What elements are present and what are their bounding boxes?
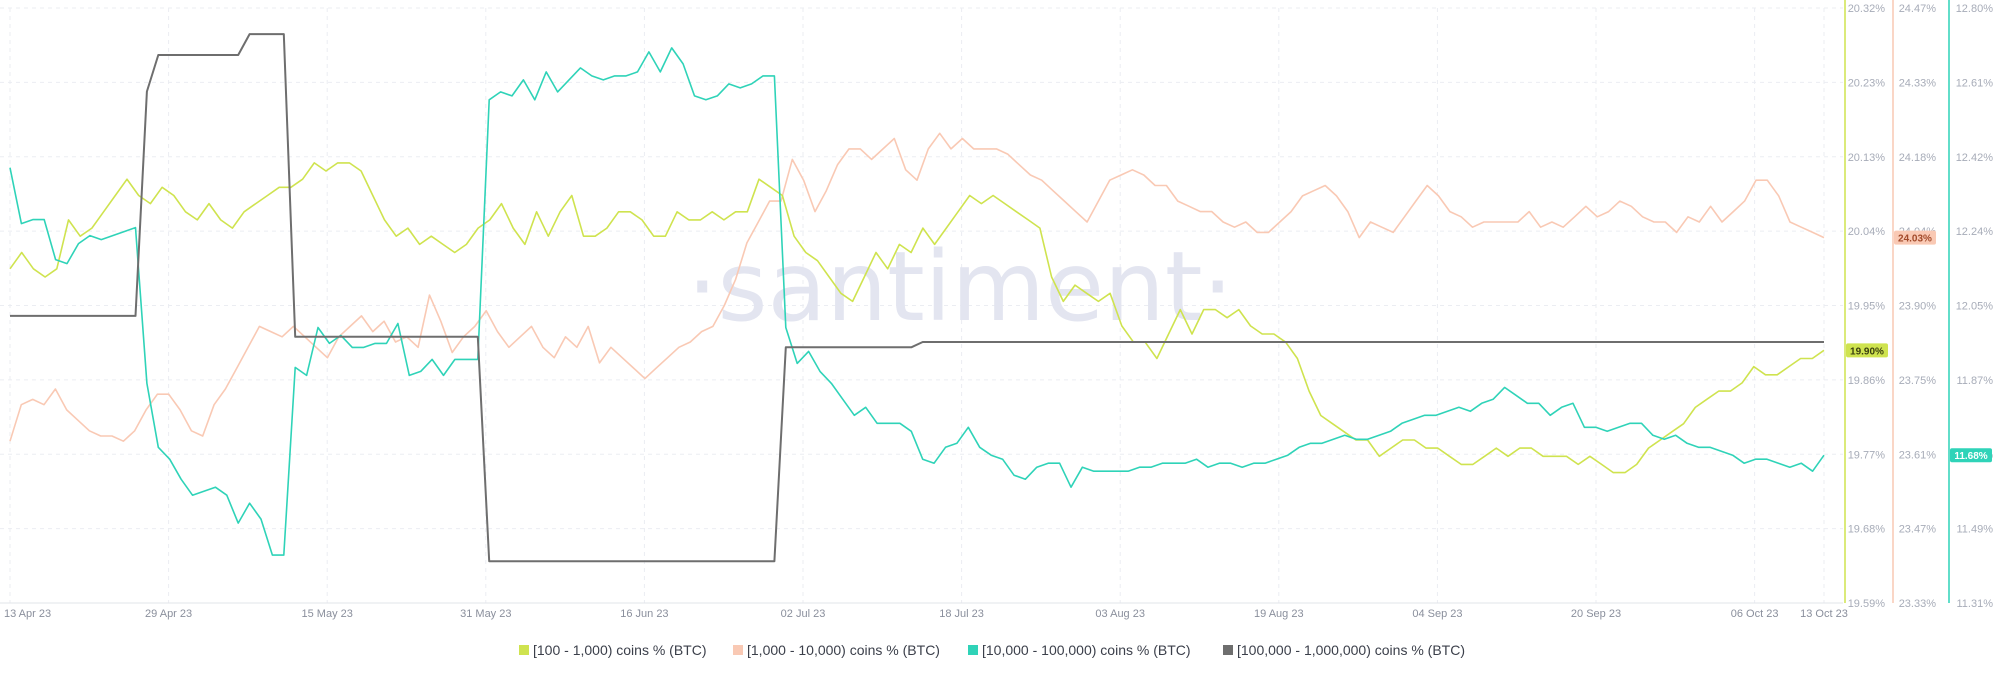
last-value-badges: 19.90% 24.03% 11.68% [1846, 230, 1992, 463]
legend-swatch [1223, 645, 1233, 655]
y-tick-label: 11.87% [1957, 375, 1994, 387]
y-tick-label: 19.77% [1848, 449, 1886, 461]
series-lines [9, 33, 1825, 563]
x-tick-label: 06 Oct 23 [1731, 608, 1779, 620]
x-tick-label: 04 Sep 23 [1412, 608, 1462, 620]
value-badge [1950, 448, 1992, 463]
x-tick-label: 16 Jun 23 [620, 608, 668, 620]
series-line [9, 132, 1825, 443]
x-tick-label: 19 Aug 23 [1254, 608, 1304, 620]
legend-swatch [519, 645, 529, 655]
value-badge-label: 11.68% [1954, 451, 1987, 462]
y-tick-label: 23.90% [1899, 301, 1937, 313]
y-tick-label: 12.61% [1956, 77, 1994, 89]
y-tick-label: 19.95% [1848, 301, 1886, 313]
x-tick-label: 18 Jul 23 [939, 608, 984, 620]
y-tick-label: 12.42% [1956, 152, 1994, 164]
y-tick-label: 23.47% [1899, 524, 1937, 536]
y-tick-label: 23.75% [1899, 375, 1937, 387]
y-tick-label: 19.68% [1848, 524, 1886, 536]
series-line [9, 162, 1825, 474]
y-tick-label: 24.33% [1899, 77, 1937, 89]
legend-item-label[interactable]: [10,000 - 100,000) coins % (BTC) [982, 642, 1191, 658]
series-line [10, 33, 1824, 563]
value-badge [1894, 230, 1936, 245]
watermark: ·santiment· [687, 231, 1233, 343]
legend-item-label[interactable]: [100 - 1,000) coins % (BTC) [533, 642, 707, 658]
series-line [9, 47, 1825, 556]
y-tick-label: 11.49% [1957, 524, 1994, 536]
x-tick-label: 13 Oct 23 [1800, 608, 1848, 620]
legend-item-label[interactable]: [1,000 - 10,000) coins % (BTC) [747, 642, 940, 658]
y-tick-label: 19.59% [1848, 598, 1886, 610]
y-axes: 20.32% 20.23% 20.13% 20.04% 19.95% 19.86% 19.7… [1844, 0, 1994, 610]
x-tick-label: 29 Apr 23 [145, 608, 192, 620]
x-axis: 13 Apr 23 29 Apr 23 15 May 23 31 May 23 16 J… [0, 602, 1848, 620]
x-tick-label: 02 Jul 23 [781, 608, 826, 620]
y-tick-label: 23.33% [1899, 598, 1937, 610]
x-tick-label: 13 Apr 23 [4, 608, 51, 620]
legend-item-label[interactable]: [100,000 - 1,000,000) coins % (BTC) [1237, 642, 1465, 658]
y-tick-label: 20.04% [1848, 226, 1886, 238]
y-tick-label: 12.05% [1956, 301, 1994, 313]
y-tick-label: 24.47% [1899, 3, 1937, 15]
y-tick-label: 23.61% [1899, 449, 1937, 461]
legend-swatch [968, 645, 978, 655]
x-tick-label: 20 Sep 23 [1571, 608, 1621, 620]
y-tick-label: 20.32% [1848, 3, 1886, 15]
y-tick-label: 19.86% [1848, 375, 1886, 387]
legend[interactable]: [100 - 1,000) coins % (BTC) [1,000 - 10,0… [519, 642, 1465, 658]
x-tick-label: 31 May 23 [460, 608, 511, 620]
y-tick-label: 11.31% [1957, 598, 1994, 610]
y-tick-label: 24.18% [1899, 152, 1937, 164]
value-badge [1846, 343, 1888, 358]
value-badge-label: 19.90% [1850, 346, 1884, 357]
y-tick-label: 12.80% [1956, 3, 1994, 15]
x-tick-label: 03 Aug 23 [1095, 608, 1145, 620]
value-badge-label: 24.03% [1898, 234, 1932, 245]
y-tick-label: 20.13% [1848, 152, 1886, 164]
x-tick-label: 15 May 23 [302, 608, 353, 620]
legend-swatch [733, 645, 743, 655]
y-tick-label: 20.23% [1848, 77, 1886, 89]
y-tick-label: 12.24% [1956, 226, 1994, 238]
